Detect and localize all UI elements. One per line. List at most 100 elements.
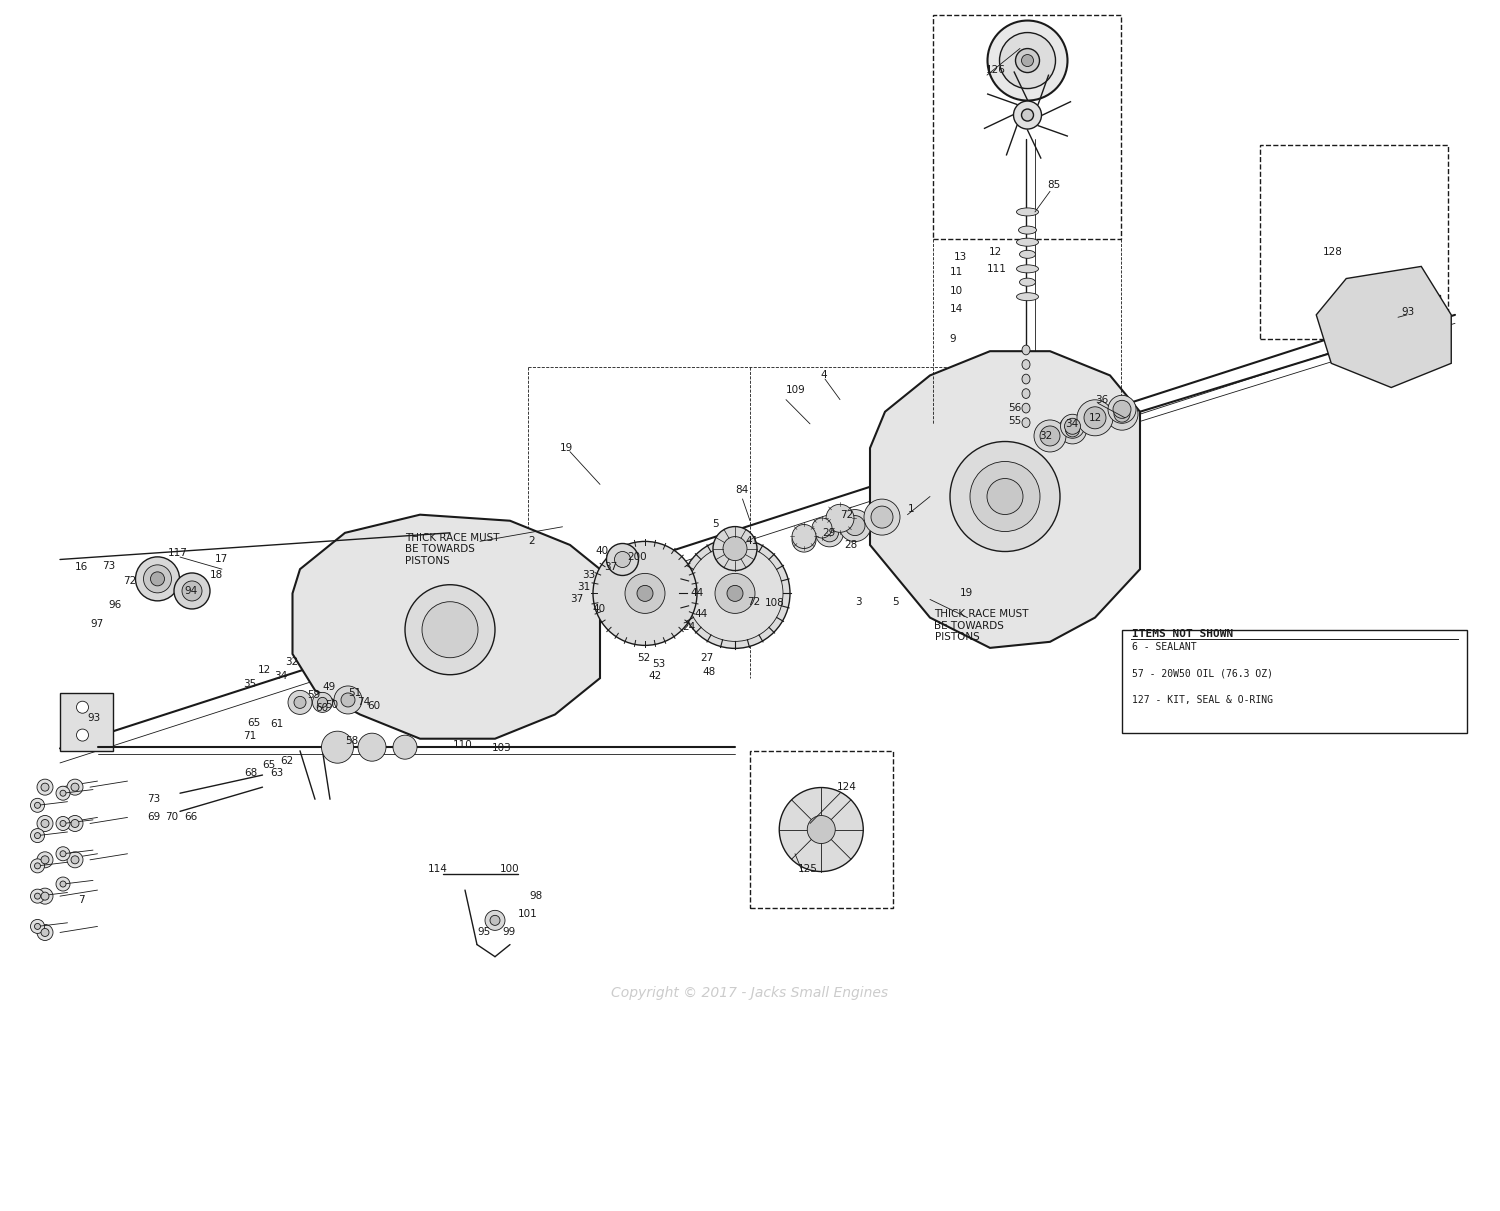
- Circle shape: [40, 929, 50, 936]
- Text: THICK RACE MUST
BE TOWARDS
PISTONS: THICK RACE MUST BE TOWARDS PISTONS: [405, 533, 500, 566]
- Circle shape: [174, 573, 210, 609]
- Circle shape: [1065, 423, 1080, 437]
- Ellipse shape: [1017, 239, 1038, 246]
- Circle shape: [1040, 426, 1060, 446]
- Text: 126: 126: [986, 65, 1005, 75]
- Circle shape: [615, 551, 630, 568]
- Circle shape: [56, 846, 70, 861]
- Text: 29: 29: [822, 528, 836, 538]
- Polygon shape: [1390, 295, 1440, 327]
- Circle shape: [38, 815, 52, 832]
- Text: 74: 74: [357, 698, 370, 707]
- Ellipse shape: [1017, 265, 1038, 272]
- Text: 55: 55: [1008, 417, 1022, 426]
- Circle shape: [38, 779, 52, 796]
- Circle shape: [56, 786, 70, 800]
- Text: 93: 93: [87, 713, 100, 723]
- Text: 24: 24: [682, 622, 696, 632]
- Text: 35: 35: [243, 679, 256, 689]
- Text: 12: 12: [988, 247, 1002, 257]
- Text: 50: 50: [326, 700, 339, 710]
- Circle shape: [1089, 415, 1101, 427]
- Ellipse shape: [1022, 345, 1031, 355]
- Text: 6 - SEALANT: 6 - SEALANT: [1132, 642, 1197, 652]
- Text: 72: 72: [123, 576, 136, 586]
- Circle shape: [34, 863, 40, 868]
- Text: 93: 93: [1401, 308, 1414, 317]
- Circle shape: [871, 506, 892, 528]
- Text: 110: 110: [453, 740, 472, 750]
- Text: 14: 14: [950, 304, 963, 314]
- Text: 33: 33: [582, 570, 596, 580]
- Text: 41: 41: [746, 536, 759, 546]
- Circle shape: [1014, 101, 1041, 130]
- Ellipse shape: [1019, 226, 1036, 234]
- Circle shape: [864, 499, 900, 535]
- Circle shape: [422, 602, 478, 658]
- Circle shape: [294, 696, 306, 708]
- Text: 125: 125: [798, 865, 818, 874]
- Circle shape: [76, 729, 88, 741]
- Text: 32: 32: [285, 658, 298, 667]
- Text: 97: 97: [90, 619, 104, 629]
- Text: 117: 117: [168, 549, 188, 558]
- Circle shape: [68, 815, 82, 832]
- Text: 63: 63: [270, 768, 284, 777]
- Ellipse shape: [1022, 418, 1031, 427]
- Circle shape: [999, 33, 1056, 88]
- Circle shape: [844, 516, 865, 535]
- Circle shape: [1077, 400, 1113, 436]
- Text: THICK RACE MUST
BE TOWARDS
PISTONS: THICK RACE MUST BE TOWARDS PISTONS: [934, 609, 1029, 642]
- Circle shape: [490, 916, 500, 925]
- Text: 69: 69: [147, 813, 160, 822]
- Ellipse shape: [1020, 279, 1035, 286]
- Text: 28: 28: [844, 540, 858, 550]
- Text: 37: 37: [570, 595, 584, 604]
- Circle shape: [792, 528, 816, 552]
- Polygon shape: [60, 693, 112, 751]
- Ellipse shape: [1020, 251, 1035, 258]
- Circle shape: [405, 585, 495, 675]
- Circle shape: [34, 924, 40, 929]
- Circle shape: [792, 524, 816, 549]
- Circle shape: [68, 851, 82, 868]
- Text: Copyright © 2017 - Jacks Small Engines: Copyright © 2017 - Jacks Small Engines: [612, 986, 888, 1000]
- Circle shape: [60, 821, 66, 826]
- Text: 128: 128: [1323, 247, 1342, 257]
- Circle shape: [68, 779, 82, 796]
- Circle shape: [626, 573, 664, 614]
- Text: 85: 85: [1047, 180, 1060, 190]
- Text: 18: 18: [210, 570, 224, 580]
- Text: 101: 101: [518, 909, 537, 919]
- Circle shape: [40, 893, 50, 900]
- Ellipse shape: [1022, 403, 1031, 413]
- Circle shape: [144, 564, 171, 593]
- Text: 3: 3: [855, 597, 861, 607]
- Text: 94: 94: [184, 586, 198, 596]
- Text: 13: 13: [954, 252, 968, 262]
- Text: 58: 58: [345, 736, 358, 746]
- Circle shape: [56, 816, 70, 831]
- Circle shape: [30, 919, 45, 934]
- Text: 19: 19: [960, 589, 974, 598]
- Circle shape: [796, 532, 812, 549]
- Text: 95: 95: [477, 928, 490, 937]
- Circle shape: [393, 735, 417, 759]
- Ellipse shape: [1017, 293, 1038, 300]
- Circle shape: [950, 442, 1060, 551]
- Circle shape: [723, 536, 747, 561]
- Circle shape: [38, 888, 52, 905]
- Circle shape: [816, 518, 843, 547]
- Circle shape: [40, 784, 50, 791]
- Circle shape: [1022, 54, 1034, 67]
- Circle shape: [288, 690, 312, 714]
- Circle shape: [38, 851, 52, 868]
- Text: 12: 12: [258, 665, 272, 675]
- Circle shape: [1022, 109, 1034, 121]
- Text: 72: 72: [840, 510, 854, 520]
- Text: 44: 44: [694, 609, 708, 619]
- Text: 72: 72: [747, 597, 760, 607]
- Circle shape: [70, 784, 80, 791]
- Circle shape: [1113, 401, 1131, 418]
- Text: 71: 71: [243, 731, 256, 741]
